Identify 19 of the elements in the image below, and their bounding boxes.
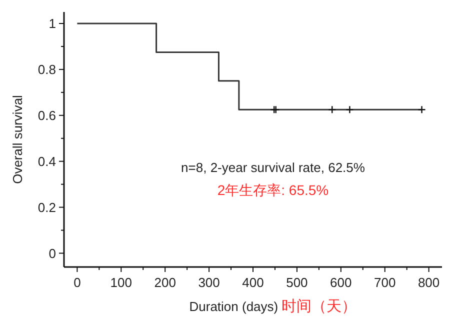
x-tick-label: 400 [242, 275, 264, 290]
x-tick-label: 600 [330, 275, 352, 290]
x-tick-label: 0 [74, 275, 81, 290]
y-axis-title: Overall survival [10, 94, 25, 184]
x-axis-title: Duration (days) 时间（天） [189, 298, 357, 315]
annotation: 2年生存率: 65.5% [217, 182, 329, 198]
annotation: n=8, 2-year survival rate, 62.5% [181, 160, 366, 175]
y-tick-label: 0 [48, 246, 56, 261]
x-tick-label: 500 [286, 275, 308, 290]
y-tick-label: 1 [48, 16, 56, 32]
x-tick-label: 200 [154, 275, 176, 290]
y-tick-label: 0.8 [38, 62, 56, 77]
x-tick-label: 100 [110, 275, 132, 290]
y-tick-label: 0.4 [38, 154, 56, 169]
x-tick-label: 300 [198, 275, 220, 290]
x-tick-label: 800 [418, 275, 440, 290]
y-tick-label: 0.2 [38, 200, 56, 215]
x-tick-label: 700 [374, 275, 396, 290]
y-tick-label: 0.6 [38, 108, 56, 123]
